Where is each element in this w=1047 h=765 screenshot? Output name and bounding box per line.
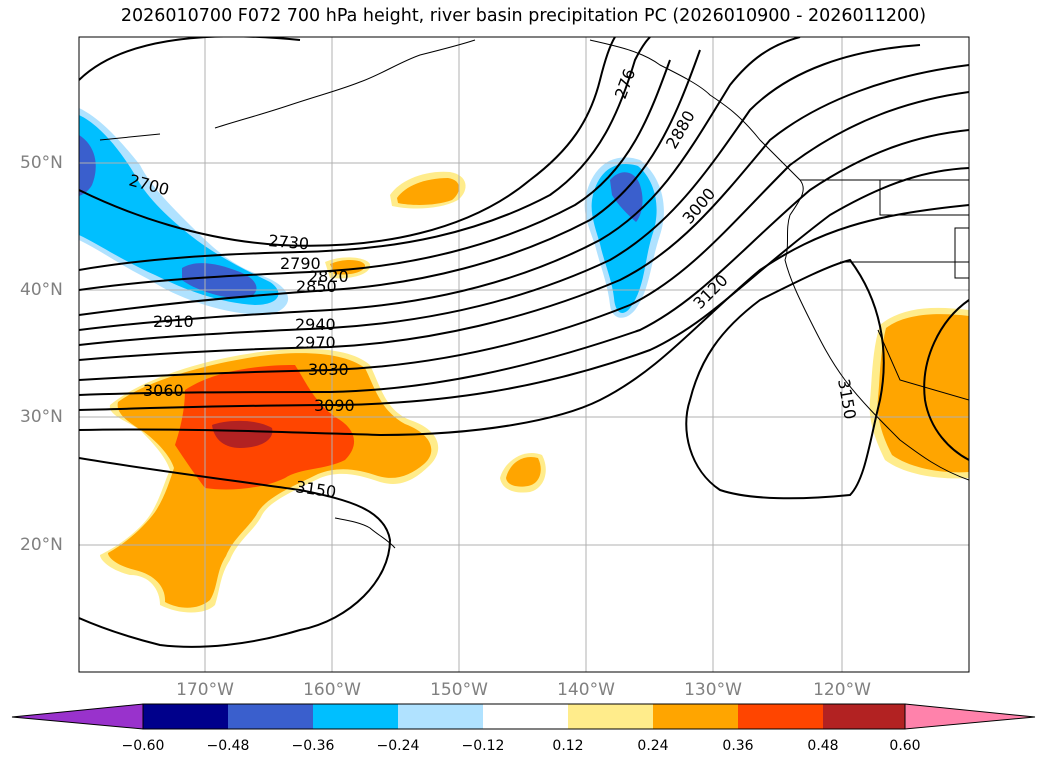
height-contours — [79, 37, 969, 648]
map-title: 2026010700 F072 700 hPa height, river ba… — [120, 6, 927, 26]
colorbar-tick: 0.48 — [807, 738, 839, 754]
colorbar-segment — [398, 704, 483, 729]
lon-label: 160°W — [303, 680, 361, 700]
colorbar-tick: −0.24 — [376, 738, 420, 754]
contour-label: 2730 — [268, 231, 310, 253]
colorbar-tick: −0.60 — [121, 738, 165, 754]
colorbar-tick: −0.12 — [461, 738, 505, 754]
contour-label: 3150 — [294, 477, 337, 501]
colorbar-segment — [143, 704, 228, 729]
colorbar — [11, 703, 1036, 730]
neg-precip-nw-core1 — [79, 135, 96, 196]
contour-label: 2790 — [280, 254, 321, 273]
pos-precip-main-core — [212, 420, 273, 448]
neg-precip-ne-core — [610, 172, 643, 222]
colorbar-tick: −0.48 — [206, 738, 250, 754]
contour-label: 2850 — [296, 277, 337, 296]
lon-label: 120°W — [813, 680, 871, 700]
colorbar-tick: 0.24 — [637, 738, 669, 754]
coastlines — [99, 39, 969, 549]
lat-label: 40°N — [20, 280, 63, 300]
colorbar-segment — [228, 704, 313, 729]
colorbar-segment — [653, 704, 738, 729]
lat-label: 30°N — [20, 407, 63, 427]
lat-label: 50°N — [20, 153, 63, 173]
lon-label: 150°W — [430, 680, 488, 700]
colorbar-tick: 0.60 — [889, 738, 921, 754]
gridlines — [79, 37, 969, 672]
pos-precip-e-orange — [877, 314, 969, 473]
contour-label: 2820 — [308, 267, 349, 286]
pos-precip-isl-orange — [506, 456, 541, 487]
contour-label: 276 — [611, 66, 639, 101]
colorbar-frame — [142, 703, 906, 730]
lon-label: 130°W — [684, 680, 742, 700]
contour-label: 2940 — [295, 315, 336, 334]
colorbar-segment — [823, 704, 905, 729]
lon-label: 170°W — [176, 680, 234, 700]
lon-label: 140°W — [557, 680, 615, 700]
colorbar-low-arrow — [11, 703, 144, 730]
colorbar-tick: 0.12 — [552, 738, 584, 754]
lat-label: 20°N — [20, 535, 63, 555]
colorbar-segment — [313, 704, 398, 729]
colorbar-segment — [738, 704, 823, 729]
contour-label: 3150 — [834, 377, 860, 420]
neg-precip-nw-mid — [79, 115, 279, 305]
colorbar-tick: −0.36 — [291, 738, 335, 754]
pos-precip-n-orange — [397, 178, 460, 205]
colorbar-tick: 0.36 — [722, 738, 754, 754]
contour-label: 3090 — [314, 396, 355, 415]
contour-label: 2910 — [153, 312, 194, 331]
contour-label: 3060 — [143, 381, 184, 400]
contour-label: 2970 — [295, 333, 336, 352]
contour-label: 3120 — [689, 271, 731, 313]
neg-precip-nw-core2 — [182, 263, 257, 299]
plot-frame — [78, 36, 970, 673]
contour-label: 3030 — [308, 360, 349, 379]
colorbar-segment — [568, 704, 653, 729]
colorbar-high-arrow — [904, 703, 1036, 730]
colorbar-segment — [483, 704, 568, 729]
